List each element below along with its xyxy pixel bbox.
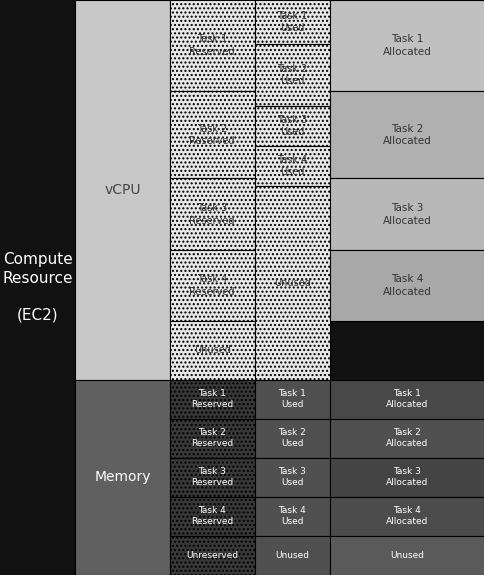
Text: Task 4
Used: Task 4 Used [278, 507, 305, 526]
Text: Task 2
Used: Task 2 Used [276, 64, 307, 86]
Bar [329, 0, 484, 91]
Bar [169, 321, 254, 380]
Text: Task 4
Allocated: Task 4 Allocated [382, 274, 431, 297]
Bar [169, 380, 254, 419]
Bar [169, 497, 254, 536]
Bar [169, 458, 254, 497]
Bar [254, 44, 329, 106]
Text: Task 1
Reserved: Task 1 Reserved [189, 34, 234, 57]
Text: Task 3
Used: Task 3 Used [276, 115, 307, 137]
Bar [329, 419, 484, 458]
Text: Task 2
Used: Task 2 Used [278, 428, 305, 448]
Text: Task 3
Reserved: Task 3 Reserved [191, 467, 233, 487]
Text: Task 3
Allocated: Task 3 Allocated [385, 467, 428, 487]
Text: Task 2
Reserved: Task 2 Reserved [191, 428, 233, 448]
Bar [254, 497, 329, 536]
Bar [254, 186, 329, 380]
Bar [169, 251, 254, 321]
Bar [329, 251, 484, 321]
Text: Task 4
Allocated: Task 4 Allocated [385, 507, 428, 526]
Bar [169, 91, 254, 178]
Bar [254, 419, 329, 458]
Bar [169, 536, 254, 575]
Bar [329, 536, 484, 575]
Bar [254, 146, 329, 186]
Text: Unreserved: Unreserved [186, 551, 238, 560]
Bar [329, 380, 484, 419]
Bar [75, 0, 169, 380]
Text: Task 1
Used: Task 1 Used [276, 10, 307, 33]
Text: Task 2
Reserved: Task 2 Reserved [189, 124, 234, 146]
Bar [75, 380, 169, 575]
Bar [254, 0, 329, 44]
Text: Task 3
Reserved: Task 3 Reserved [189, 203, 234, 225]
Text: Task 3
Allocated: Task 3 Allocated [382, 203, 431, 225]
Bar [329, 458, 484, 497]
Text: Task 1
Used: Task 1 Used [278, 389, 305, 409]
Bar [169, 178, 254, 251]
Bar [0, 0, 75, 575]
Text: Task 1
Allocated: Task 1 Allocated [382, 34, 431, 57]
Bar [169, 0, 254, 91]
Text: Unused: Unused [390, 551, 424, 560]
Bar [254, 536, 329, 575]
Text: Task 1
Reserved: Task 1 Reserved [191, 389, 233, 409]
Bar [254, 106, 329, 146]
Text: Task 1
Allocated: Task 1 Allocated [385, 389, 428, 409]
Text: Task 4
Reserved: Task 4 Reserved [189, 274, 234, 297]
Bar [329, 497, 484, 536]
Text: Memory: Memory [94, 470, 151, 484]
Text: Task 4
Reserved: Task 4 Reserved [191, 507, 233, 526]
Text: Task 4
Used: Task 4 Used [276, 155, 307, 177]
Text: Task 3
Used: Task 3 Used [278, 467, 305, 487]
Text: Task 2
Allocated: Task 2 Allocated [385, 428, 428, 448]
Text: Unused: Unused [273, 278, 310, 288]
Bar [329, 91, 484, 178]
Text: Unused: Unused [193, 345, 230, 355]
Text: Unused: Unused [274, 551, 309, 560]
Text: Task 2
Allocated: Task 2 Allocated [382, 124, 431, 146]
Text: Compute
Resource

(EC2): Compute Resource (EC2) [2, 252, 73, 323]
Bar [254, 380, 329, 419]
Bar [329, 178, 484, 251]
Bar [169, 419, 254, 458]
Text: vCPU: vCPU [104, 183, 140, 197]
Bar [254, 458, 329, 497]
